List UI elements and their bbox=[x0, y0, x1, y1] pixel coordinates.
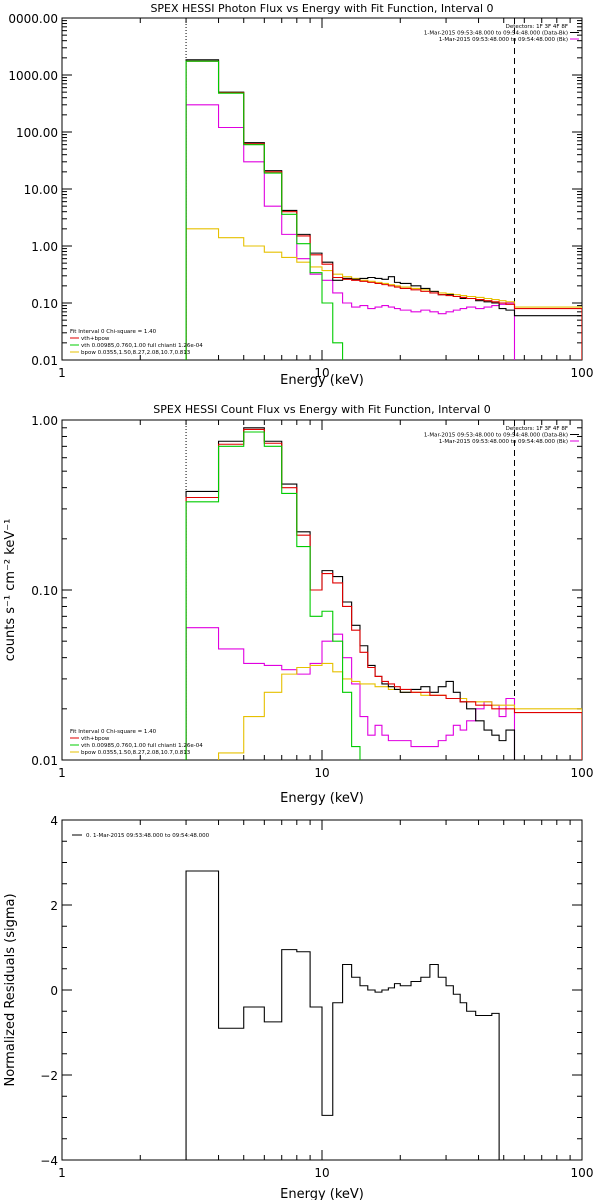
x-tick-label: 1 bbox=[58, 766, 66, 780]
x-tick-label: 1 bbox=[58, 1166, 66, 1180]
legend-entry: vth 0.00985,0.760,1.00 full chianti 1.26… bbox=[81, 343, 203, 349]
legend-entry: 1-Mar-2015 09:53:48.000 to 09:54:48.000 … bbox=[424, 31, 568, 37]
series-data bbox=[185, 427, 516, 760]
series-background bbox=[185, 104, 516, 360]
x-tick-label: 100 bbox=[571, 1166, 594, 1180]
chart-panel-2: SPEX HESSI Count Flux vs Energy with Fit… bbox=[3, 403, 593, 806]
x-axis-label: Energy (keV) bbox=[280, 1187, 364, 1200]
chart-panel-3: 1 10 100 Energy (keV) −4 −2 0 2 4 Normalized Resi… bbox=[3, 814, 593, 1200]
series-background bbox=[185, 627, 516, 760]
y-tick-label: 0.10 bbox=[31, 584, 58, 598]
legend-entry: vth+bpow bbox=[81, 336, 110, 342]
legend-entry: Detectors: 1F 3F 4F 8F bbox=[506, 24, 568, 30]
x-axis-label: Energy (keV) bbox=[280, 373, 364, 388]
legend-entry: 1-Mar-2015 09:53:48.000 to 09:54:48.000 … bbox=[439, 37, 568, 43]
y-tick-label: 10.00 bbox=[24, 183, 58, 197]
legend-entry: 1-Mar-2015 09:53:48.000 to 09:54:48.000 … bbox=[439, 439, 568, 445]
series-vth bbox=[185, 431, 361, 760]
x-tick-label: 10 bbox=[314, 366, 329, 380]
series-data bbox=[185, 59, 582, 360]
series-bpow bbox=[185, 228, 582, 360]
y-axis-label: Normalized Residuals (sigma) bbox=[3, 893, 18, 1086]
y-tick-label: 1.00 bbox=[31, 414, 58, 428]
y-tick-label: 1000.00 bbox=[8, 69, 58, 83]
legend-entry: vth 0.00985,0.760,1.00 full chianti 1.26… bbox=[81, 743, 203, 749]
x-tick-label: 100 bbox=[571, 766, 594, 780]
x-tick-label: 100 bbox=[571, 366, 594, 380]
series-vth+bpow bbox=[185, 428, 582, 760]
series-bpow bbox=[217, 662, 582, 760]
legend-entry: Fit Interval 0 Chi-square = 1.40 bbox=[70, 729, 157, 735]
y-tick-label: −2 bbox=[40, 1069, 58, 1083]
y-tick-label: 0 bbox=[50, 984, 58, 998]
y-tick-label: 100.00 bbox=[16, 126, 58, 140]
y-tick-label: 0.01 bbox=[31, 354, 58, 368]
x-axis-label: Energy (keV) bbox=[280, 791, 364, 806]
y-tick-label: 2 bbox=[50, 899, 58, 913]
y-tick-label: 0.10 bbox=[31, 297, 58, 311]
y-tick-label: 1.00 bbox=[31, 240, 58, 254]
chart-title: SPEX HESSI Count Flux vs Energy with Fit… bbox=[153, 403, 490, 416]
y-tick-label: −4 bbox=[40, 1154, 58, 1168]
legend-entry: Detectors: 1F 3F 4F 8F bbox=[506, 426, 568, 432]
legend-entry: 1-Mar-2015 09:53:48.000 to 09:54:48.000 … bbox=[424, 433, 568, 439]
series-residuals bbox=[185, 870, 500, 1160]
x-tick-label: 1 bbox=[58, 366, 66, 380]
x-tick-label: 10 bbox=[314, 766, 329, 780]
series-vth bbox=[185, 60, 344, 360]
y-axis-label: counts s⁻¹ cm⁻² keV⁻¹ bbox=[3, 519, 18, 662]
chart-panel-1: SPEX HESSI Photon Flux vs Energy with Fi… bbox=[8, 2, 593, 388]
legend-entry: bpow 0.0355,1.50,8.27,2.08,10.7,0.813 bbox=[81, 350, 191, 356]
legend-entry: vth+bpow bbox=[81, 736, 110, 742]
y-tick-label: 0000.00 bbox=[8, 12, 58, 26]
legend-entry: Fit Interval 0 Chi-square = 1.40 bbox=[70, 329, 157, 335]
chart-title: SPEX HESSI Photon Flux vs Energy with Fi… bbox=[150, 2, 493, 15]
legend-entry: 0. 1-Mar-2015 09:53:48.000 to 09:54:48.0… bbox=[86, 833, 210, 839]
y-tick-label: 4 bbox=[50, 814, 58, 828]
series-vth+bpow bbox=[185, 60, 582, 360]
y-tick-label: 0.01 bbox=[31, 754, 58, 768]
x-tick-label: 10 bbox=[314, 1166, 329, 1180]
legend-entry: bpow 0.0355,1.50,8.27,2.08,10.7,0.813 bbox=[81, 750, 191, 756]
